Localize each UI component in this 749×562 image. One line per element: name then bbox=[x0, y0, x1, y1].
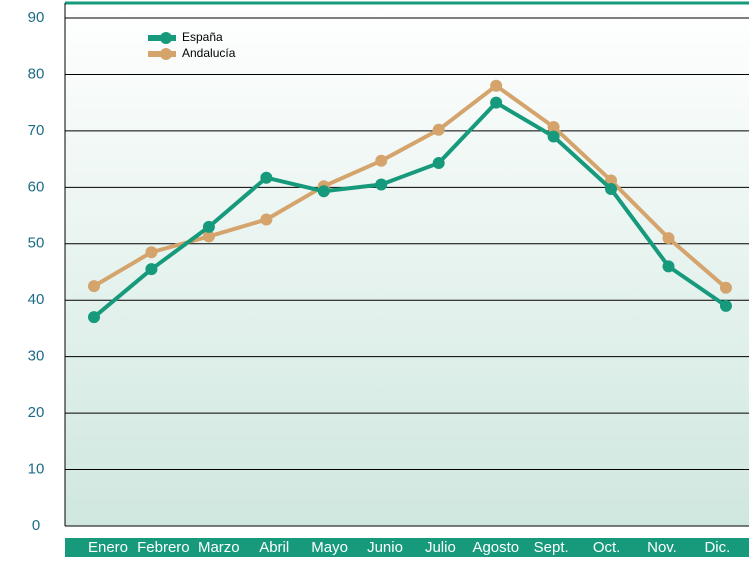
point bbox=[88, 280, 100, 293]
y-tick-label: 30 bbox=[28, 348, 45, 365]
legend-marker bbox=[160, 32, 172, 44]
point bbox=[490, 79, 503, 92]
series-line bbox=[92, 83, 728, 290]
y-tick-label: 90 bbox=[28, 9, 45, 26]
x-tick-label: Dic. bbox=[704, 539, 730, 556]
point bbox=[260, 213, 273, 226]
x-tick-label: Oct. bbox=[593, 539, 621, 556]
y-tick-label: 50 bbox=[28, 235, 45, 252]
legend-label: Andalucía bbox=[182, 46, 236, 60]
x-tick-label: Abril bbox=[259, 539, 289, 556]
x-tick-label: Junio bbox=[367, 539, 403, 556]
legend-marker bbox=[160, 48, 172, 60]
legend-label: España bbox=[182, 30, 223, 44]
point bbox=[719, 281, 732, 294]
point bbox=[432, 123, 445, 136]
point bbox=[605, 183, 618, 196]
point bbox=[547, 130, 560, 143]
point bbox=[317, 185, 330, 198]
point bbox=[375, 154, 388, 167]
y-tick-label: 20 bbox=[28, 404, 45, 421]
x-tick-label: Julio bbox=[425, 539, 456, 556]
point bbox=[719, 299, 732, 312]
point bbox=[145, 263, 158, 276]
point bbox=[88, 311, 100, 324]
y-tick-label: 0 bbox=[32, 517, 40, 534]
point bbox=[547, 120, 560, 133]
y-tick-label: 10 bbox=[28, 461, 45, 478]
x-tick-label: Marzo bbox=[198, 539, 240, 556]
point bbox=[662, 260, 675, 273]
point bbox=[662, 232, 675, 245]
point bbox=[605, 174, 618, 187]
series-line bbox=[92, 100, 728, 319]
point bbox=[202, 220, 215, 233]
y-tick-label: 60 bbox=[28, 178, 45, 195]
point bbox=[375, 178, 388, 191]
y-tick-label: 70 bbox=[28, 122, 45, 139]
x-tick-label: Nov. bbox=[647, 539, 677, 556]
plot-background bbox=[65, 4, 749, 526]
y-tick-label: 80 bbox=[28, 65, 45, 82]
point bbox=[432, 157, 445, 170]
x-tick-label: Sept. bbox=[534, 539, 569, 556]
x-tick-label: Enero bbox=[88, 539, 128, 556]
point bbox=[202, 230, 215, 243]
point bbox=[260, 171, 273, 184]
x-tick-label: Agosto bbox=[472, 539, 519, 556]
x-tick-label: Mayo bbox=[311, 539, 348, 556]
y-tick-label: 40 bbox=[28, 291, 45, 308]
point bbox=[145, 246, 158, 259]
x-tick-label: Febrero bbox=[137, 539, 190, 556]
category-band bbox=[65, 538, 749, 557]
point bbox=[490, 96, 503, 109]
